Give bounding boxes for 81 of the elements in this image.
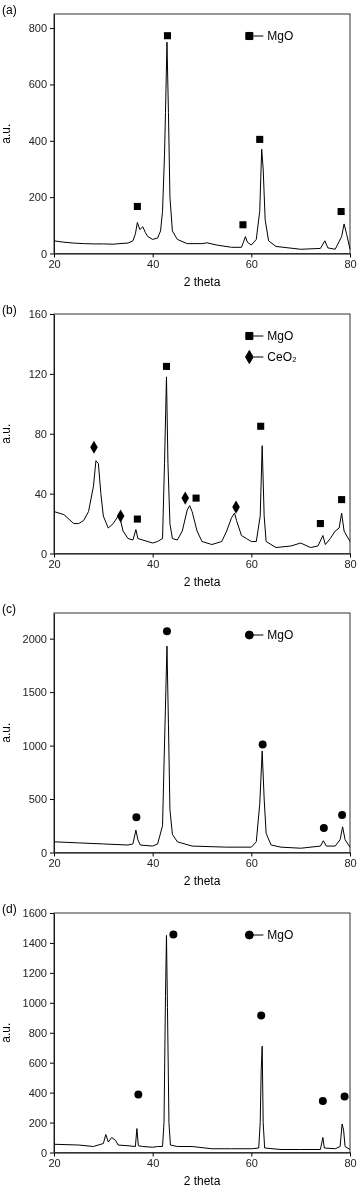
y-tick-label: 2000 — [22, 632, 47, 645]
point — [192, 494, 200, 502]
point — [319, 823, 328, 832]
point — [162, 362, 171, 370]
y-tick-label: 1600 — [22, 906, 47, 919]
legend-label: MgO — [267, 29, 294, 43]
line-series — [53, 645, 351, 849]
y-axis-title: a.u. — [0, 1022, 13, 1043]
x-tick-label: 40 — [147, 258, 160, 271]
x-axis-title: 2 theta — [183, 274, 221, 289]
y-tick-label: 120 — [28, 367, 47, 380]
y-tick-label: 0 — [40, 846, 47, 859]
y-tick-label: 1200 — [22, 966, 47, 979]
x-tick-label: 20 — [48, 258, 61, 271]
point — [337, 207, 345, 216]
x-tick-label: 80 — [344, 258, 357, 271]
point — [133, 515, 141, 523]
x-tick-label: 40 — [147, 857, 160, 870]
y-tick-label: 40 — [34, 487, 47, 500]
y-tick-label: 800 — [28, 1026, 47, 1039]
y-tick-label: 1000 — [22, 996, 47, 1009]
y-axis-title: a.u. — [0, 123, 13, 144]
y-tick-label: 1000 — [22, 739, 47, 752]
line-series — [53, 375, 351, 548]
y-tick-label: 0 — [40, 1146, 47, 1159]
chart-title: (d) — [2, 901, 17, 916]
chart-title: (b) — [2, 302, 17, 317]
x-axis-title: 2 theta — [183, 574, 221, 588]
point — [256, 135, 264, 143]
point — [338, 811, 347, 820]
line-series — [53, 41, 351, 250]
x-tick-label: 60 — [245, 857, 258, 870]
y-tick-label: 0 — [40, 547, 47, 560]
point — [162, 627, 171, 636]
point — [169, 930, 178, 939]
point — [318, 1096, 327, 1105]
x-tick-label: 40 — [147, 557, 160, 570]
y-tick-label: 80 — [34, 427, 47, 440]
chart-title: (a) — [2, 3, 17, 17]
point — [257, 1010, 266, 1019]
point — [133, 202, 141, 210]
point — [338, 495, 346, 503]
chart-title: (c) — [2, 602, 16, 616]
y-tick-label: 500 — [28, 793, 47, 806]
point — [134, 1090, 143, 1099]
x-tick-label: 60 — [245, 1156, 258, 1169]
x-tick-label: 20 — [48, 857, 61, 870]
x-tick-label: 20 — [48, 557, 61, 570]
legend-label: MgO — [267, 328, 294, 343]
legend-label: CeO₂ — [267, 349, 298, 364]
legend-label: MgO — [267, 628, 294, 642]
x-tick-label: 80 — [344, 1156, 357, 1169]
y-tick-label: 200 — [28, 191, 47, 204]
point — [257, 422, 265, 430]
y-tick-label: 400 — [28, 134, 47, 147]
point — [239, 221, 247, 229]
y-axis-title: a.u. — [0, 722, 13, 743]
y-tick-label: 800 — [28, 22, 47, 35]
point — [316, 519, 324, 527]
x-tick-label: 60 — [245, 258, 258, 271]
y-tick-label: 0 — [40, 247, 47, 260]
y-axis-title: a.u. — [0, 423, 13, 444]
x-tick-label: 20 — [48, 1156, 61, 1169]
x-tick-label: 80 — [344, 857, 357, 870]
y-tick-label: 160 — [28, 307, 47, 320]
point — [132, 813, 141, 822]
x-axis-title: 2 theta — [183, 1173, 221, 1187]
y-tick-label: 200 — [28, 1116, 47, 1129]
point — [258, 740, 267, 749]
x-tick-label: 60 — [245, 557, 258, 570]
x-tick-label: 80 — [344, 557, 357, 570]
point — [340, 1092, 349, 1100]
y-tick-label: 1500 — [22, 686, 47, 699]
legend-label: MgO — [267, 927, 294, 942]
x-tick-label: 40 — [147, 1156, 160, 1169]
y-tick-label: 1400 — [22, 936, 47, 949]
y-tick-label: 600 — [28, 78, 47, 91]
x-axis-title: 2 theta — [183, 873, 221, 888]
y-tick-label: 400 — [28, 1086, 47, 1099]
point — [163, 32, 171, 40]
y-tick-label: 600 — [28, 1056, 47, 1069]
